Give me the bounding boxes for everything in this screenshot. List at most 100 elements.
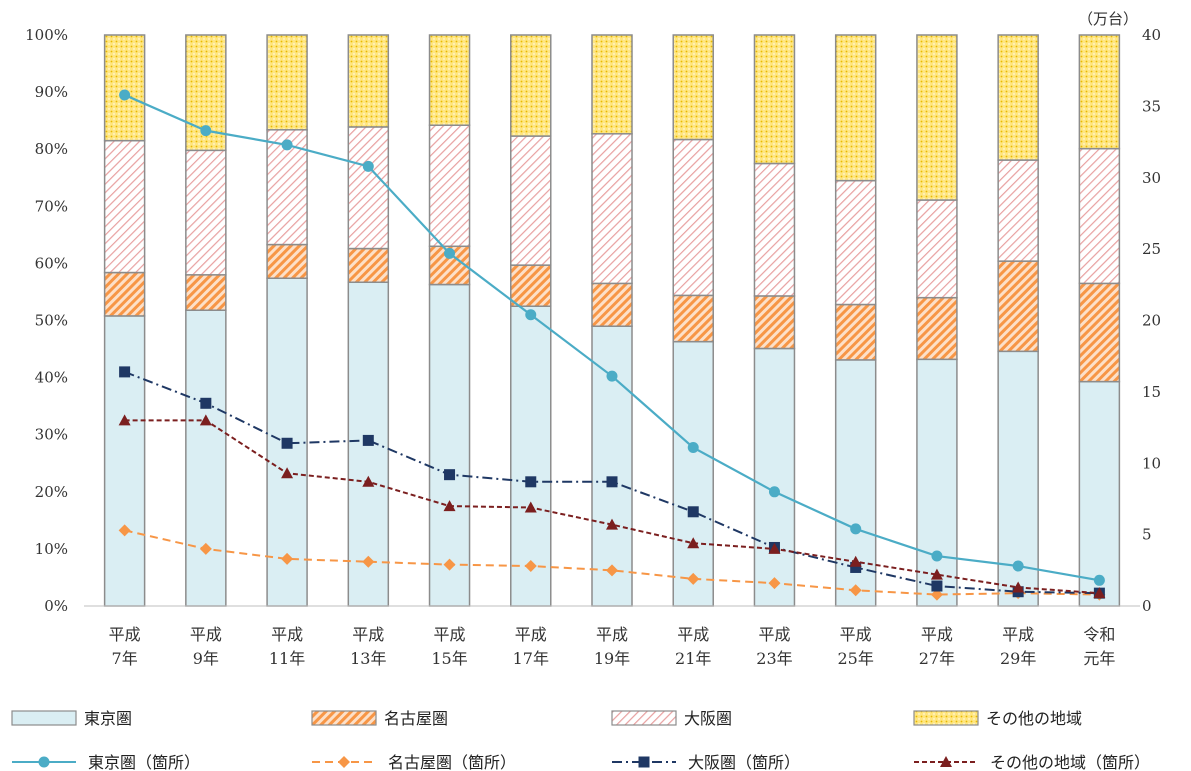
line-point-1-6 bbox=[525, 309, 537, 321]
bar-segment-4-6 bbox=[510, 34, 552, 137]
line-point-2-1 bbox=[118, 524, 131, 537]
y-right-tick-label: 25 bbox=[1142, 240, 1161, 258]
bar-segment-1-6 bbox=[510, 305, 552, 607]
legend-label-2: 名古屋圏 bbox=[384, 709, 448, 728]
bar-segment-1-2 bbox=[185, 309, 227, 607]
legend-line-label-2: 名古屋圏（箇所） bbox=[388, 753, 516, 771]
bar-segment-2-6 bbox=[510, 264, 552, 307]
bar-segment-2-10 bbox=[834, 303, 877, 361]
line-point-3-5 bbox=[444, 469, 456, 481]
y-right-tick-label: 35 bbox=[1142, 97, 1161, 115]
line-point-3-2 bbox=[200, 397, 212, 409]
bar-segment-3-10 bbox=[834, 179, 877, 306]
line-point-2-10 bbox=[849, 584, 862, 597]
bar-segment-3-1 bbox=[103, 139, 146, 274]
bar-segment-3-8 bbox=[672, 138, 714, 297]
line-point-3-8 bbox=[687, 506, 699, 518]
line-point-2-11 bbox=[930, 588, 943, 601]
bar-segment-4-10 bbox=[834, 34, 877, 182]
legend-swatch-3 bbox=[611, 710, 677, 726]
line-point-4-7 bbox=[606, 518, 618, 530]
legend-marker-3 bbox=[638, 756, 650, 768]
bar-segment-4-1 bbox=[103, 34, 146, 142]
bar-segment-4-4 bbox=[347, 34, 390, 128]
bar-segment-1-13 bbox=[1078, 380, 1121, 607]
line-point-3-3 bbox=[281, 437, 293, 449]
legend-swatch-2 bbox=[311, 710, 377, 726]
bar-segment-4-7 bbox=[591, 34, 633, 135]
line-point-3-4 bbox=[362, 434, 374, 446]
line-point-2-8 bbox=[687, 572, 700, 585]
line-point-1-7 bbox=[606, 370, 618, 382]
x-tick-label: 平成 11年 bbox=[269, 625, 305, 668]
y-left-tick-label: 40% bbox=[35, 369, 68, 387]
bar-segment-4-9 bbox=[753, 34, 796, 165]
x-tick-label: 平成 7年 bbox=[109, 625, 141, 668]
line-point-4-5 bbox=[443, 500, 456, 512]
bar-segment-2-13 bbox=[1078, 282, 1121, 383]
line-point-4-6 bbox=[524, 501, 537, 513]
bar-segment-3-5 bbox=[428, 124, 471, 248]
bar-segment-3-12 bbox=[997, 159, 1039, 262]
bar-segment-2-12 bbox=[997, 260, 1039, 353]
legend-label-4: その他の地域 bbox=[986, 709, 1082, 728]
bar-segment-4-5 bbox=[428, 34, 471, 126]
legend-label-1: 東京圏 bbox=[84, 709, 132, 728]
legend-swatch-4 bbox=[913, 710, 979, 726]
legend-marker-2 bbox=[338, 756, 350, 768]
x-tick-label: 平成 19年 bbox=[594, 625, 630, 668]
bar-segment-1-1 bbox=[103, 315, 146, 607]
y-right-tick-label: 40 bbox=[1142, 26, 1161, 44]
line-point-1-11 bbox=[931, 550, 943, 562]
y-left-tick-label: 80% bbox=[35, 140, 68, 158]
bar-segment-4-13 bbox=[1078, 34, 1121, 150]
line-point-4-12 bbox=[1012, 581, 1025, 593]
bar-segment-3-9 bbox=[753, 162, 796, 297]
bars-layer bbox=[103, 34, 1121, 607]
y-right-tick-label: 15 bbox=[1142, 383, 1161, 401]
line-point-1-2 bbox=[200, 125, 212, 137]
line-point-4-1 bbox=[118, 414, 131, 426]
line-point-3-11 bbox=[931, 580, 943, 592]
x-tick-label: 平成 15年 bbox=[431, 625, 467, 668]
bar-segment-3-11 bbox=[916, 199, 958, 299]
bar-segment-3-2 bbox=[185, 149, 227, 276]
bar-segment-4-11 bbox=[916, 34, 958, 201]
line-point-1-10 bbox=[850, 523, 862, 535]
line-point-1-3 bbox=[281, 139, 293, 151]
line-point-2-4 bbox=[362, 555, 375, 568]
x-tick-label: 令和元年 bbox=[1083, 625, 1115, 668]
bar-segment-1-5 bbox=[428, 283, 471, 607]
y-left-tick-label: 90% bbox=[35, 83, 68, 101]
legend-line-label-3: 大阪圏（箇所） bbox=[688, 753, 800, 771]
line-point-4-9 bbox=[768, 542, 781, 554]
line-point-2-6 bbox=[524, 560, 537, 573]
y-right-tick-label: 30 bbox=[1142, 169, 1161, 187]
bar-segment-3-6 bbox=[510, 135, 552, 266]
line-point-2-7 bbox=[606, 564, 618, 577]
x-tick-label: 平成 17年 bbox=[513, 625, 549, 668]
y-right-tick-label: 10 bbox=[1142, 454, 1161, 472]
line-point-4-13 bbox=[1093, 587, 1106, 599]
x-tick-label: 平成 25年 bbox=[838, 625, 874, 668]
legend-marker-1 bbox=[38, 756, 50, 768]
line-point-1-4 bbox=[362, 160, 374, 172]
legend-label-3: 大阪圏 bbox=[684, 709, 732, 728]
bar-segment-2-3 bbox=[266, 243, 308, 279]
line-point-1-12 bbox=[1012, 560, 1024, 572]
line-point-2-3 bbox=[281, 552, 294, 565]
line-point-3-10 bbox=[850, 561, 862, 573]
line-point-2-5 bbox=[443, 558, 456, 571]
bar-segment-3-13 bbox=[1078, 147, 1121, 285]
y-left-tick-label: 60% bbox=[35, 254, 68, 272]
axes-layer: 0% 10% 20% 30% 40% 50% 60% 70% 80% 90% 100% 0 5 10 15 2… bbox=[25, 10, 1161, 668]
bar-segment-1-7 bbox=[591, 325, 633, 607]
y-right-tick-label: 20 bbox=[1142, 312, 1161, 330]
x-tick-label: 平成 29年 bbox=[1000, 625, 1036, 668]
line-point-1-1 bbox=[119, 89, 131, 101]
y-left-tick-label: 50% bbox=[35, 312, 68, 330]
bar-segment-2-2 bbox=[185, 274, 227, 311]
bar-segment-2-11 bbox=[916, 296, 958, 361]
